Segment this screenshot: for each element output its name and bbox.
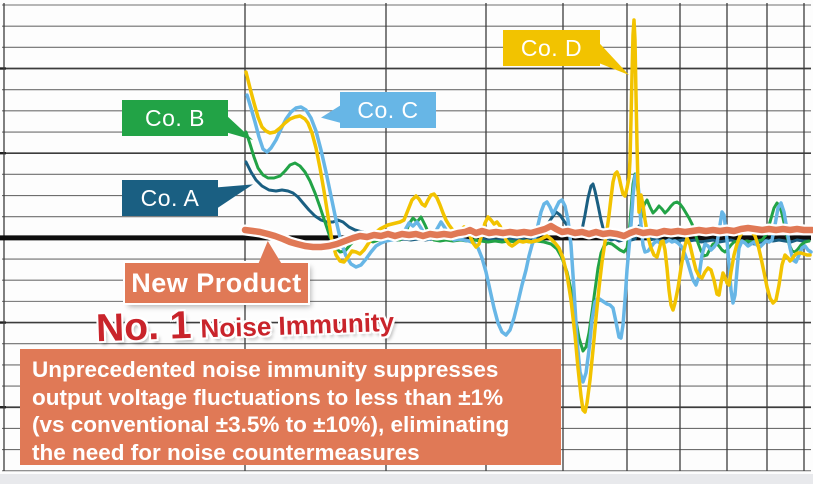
message-box: Unprecedented noise immunity suppresses … <box>20 349 561 465</box>
series-co-a-line <box>244 160 811 246</box>
photo-edge-strip <box>0 474 813 484</box>
message-line: Unprecedented noise immunity suppresses <box>32 357 499 382</box>
callout-co-d: Co. D <box>503 30 629 75</box>
series-co-c-line <box>245 93 813 384</box>
series-new-product-line <box>241 222 813 251</box>
callout-co-b-label: Co. B <box>144 104 206 131</box>
message-line: output voltage fluctuations to less than… <box>32 384 504 410</box>
callout-co-c-label: Co. C <box>357 96 419 123</box>
callout-co-a-label: Co. A <box>140 184 200 211</box>
message-line: the need for noise countermeasures <box>32 439 420 465</box>
callout-new-product: New Product <box>125 241 308 303</box>
callout-co-b: Co. B <box>122 100 253 140</box>
callout-co-c: Co. C <box>321 92 436 128</box>
callout-co-a: Co. A <box>122 180 253 216</box>
message-line: (vs conventional ±3.5% to ±10%), elimina… <box>32 412 510 437</box>
rank-text: Noise Immunity <box>199 306 395 344</box>
rank-number: No. 1 <box>95 303 193 351</box>
callout-co-d-label: Co. D <box>520 34 583 61</box>
new-product-label: New Product <box>131 267 302 298</box>
